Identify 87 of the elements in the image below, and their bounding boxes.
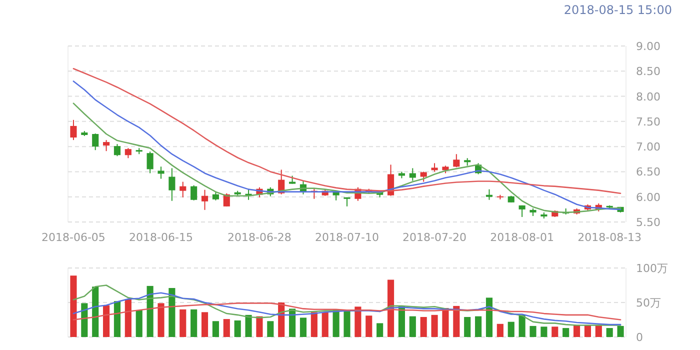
y-tick-label: 0 <box>636 331 643 344</box>
bar <box>617 326 624 337</box>
bar <box>552 326 558 337</box>
bar <box>486 298 493 337</box>
x-tick-label: 2018-06-28 <box>228 231 292 244</box>
bar <box>420 316 427 337</box>
x-tick-label: 2018-06-15 <box>129 231 193 244</box>
bar <box>158 303 164 337</box>
bar <box>496 324 504 337</box>
bar <box>146 286 154 337</box>
bar <box>223 319 230 337</box>
bar <box>530 326 536 337</box>
bar <box>442 308 449 337</box>
bar <box>595 325 602 337</box>
bar <box>245 314 252 337</box>
bar <box>475 316 482 337</box>
bar <box>584 325 591 337</box>
bar <box>409 316 416 337</box>
candlestick <box>114 144 121 157</box>
candlestick <box>190 184 198 201</box>
y-tick-label: 100万 <box>636 262 668 275</box>
x-tick-label: 2018-06-05 <box>42 231 106 244</box>
candlestick <box>420 171 427 182</box>
bar <box>267 321 274 337</box>
candlestick <box>486 188 493 200</box>
candlestick <box>453 154 460 168</box>
bar <box>81 303 88 337</box>
bar <box>453 306 460 337</box>
bar <box>234 320 241 337</box>
y-tick-label: 7.00 <box>636 140 660 154</box>
candlestick <box>168 168 176 202</box>
bar <box>300 318 307 337</box>
candlestick <box>70 119 77 141</box>
bar <box>114 301 121 337</box>
y-tick-label: 50万 <box>636 296 661 310</box>
bar <box>103 305 110 337</box>
candlestick <box>180 181 186 198</box>
line-series <box>72 302 622 320</box>
x-tick-label: 2018-07-20 <box>402 231 466 244</box>
candlestick <box>103 140 110 152</box>
bar <box>431 314 438 337</box>
candlestick <box>201 189 208 210</box>
line-series <box>72 284 622 326</box>
bar <box>201 312 208 337</box>
x-tick-label: 2018-07-10 <box>315 231 379 244</box>
y-tick-label: 8.50 <box>636 65 660 78</box>
bar <box>70 276 77 337</box>
bar <box>332 310 340 337</box>
line-series <box>72 102 622 214</box>
bar <box>354 306 362 337</box>
bar <box>518 314 526 337</box>
bar <box>376 323 384 337</box>
bar <box>310 312 318 337</box>
bar <box>168 288 176 337</box>
text: 2018-08-15 15:00 <box>564 3 672 17</box>
candlestick <box>92 132 99 151</box>
line-series <box>72 292 622 326</box>
y-tick-label: 6.50 <box>636 166 660 179</box>
x-tick-label: 2018-08-01 <box>490 231 554 244</box>
x-tick-label: 2018-08-13 <box>578 231 642 244</box>
bar <box>322 312 328 337</box>
bar <box>212 321 219 337</box>
bar <box>124 299 132 337</box>
y-tick-label: 5.50 <box>636 216 660 229</box>
bar <box>136 310 142 337</box>
bar <box>256 316 263 337</box>
bar <box>562 328 570 337</box>
bar <box>344 310 350 337</box>
y-tick-label: 7.50 <box>636 115 660 128</box>
bar <box>508 322 514 337</box>
bar <box>92 286 99 337</box>
y-tick-label: 9.00 <box>636 40 660 53</box>
bar <box>180 309 186 337</box>
bar <box>540 326 548 337</box>
bar <box>606 328 613 337</box>
line-series <box>72 80 622 210</box>
candlestick <box>158 166 164 180</box>
y-tick-label: 6.00 <box>636 190 660 204</box>
bar <box>573 325 580 337</box>
y-tick-label: 8.00 <box>636 90 660 104</box>
candlestick <box>124 148 132 159</box>
candlestick <box>409 168 416 182</box>
bar <box>366 316 372 337</box>
bar <box>190 309 198 337</box>
bar <box>464 316 471 337</box>
candlestick <box>146 151 154 174</box>
bar <box>387 280 394 337</box>
